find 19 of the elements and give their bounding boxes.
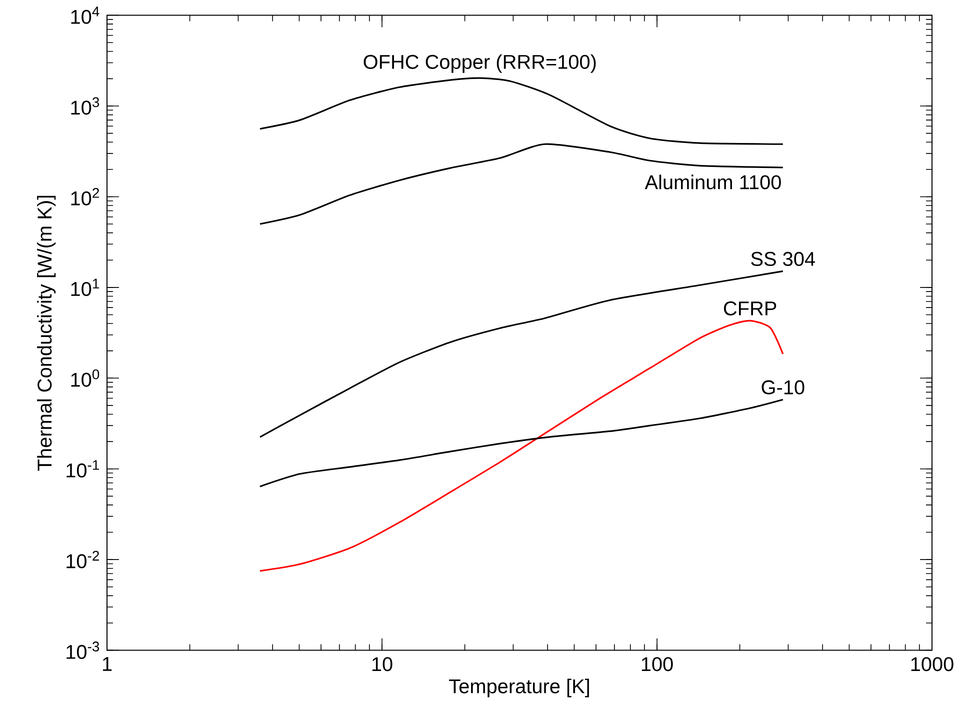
y-tick-label: 10$^{2}$ — [71, 188, 99, 206]
x-axis-title: Temperature [K] — [449, 678, 589, 698]
x-tick-label: 100 — [642, 656, 673, 672]
y-axis-title: Thermal Conductivity [W/(m K)] — [37, 196, 56, 471]
y-tick-label: 10$^{-1}$ — [66, 460, 99, 478]
x-tick-label: 1 — [102, 656, 112, 671]
x-tick-label: 10 — [372, 656, 392, 672]
series-label: CFRP — [724, 301, 776, 316]
y-tick-label: 10$^{-3}$ — [66, 641, 100, 659]
y-tick-label: 10$^{1}$ — [71, 278, 99, 296]
series-label: G-10 — [762, 380, 804, 394]
y-tick-label: 10$^{-2}$ — [66, 550, 99, 568]
series-label: SS 304 — [751, 252, 815, 266]
series-label: OFHC Copper (RRR=100) — [364, 54, 596, 73]
y-tick-label: 10$^{4}$ — [71, 6, 100, 24]
x-tick-label: 1000 — [911, 656, 954, 672]
series-label: Aluminum 1100 — [644, 174, 781, 190]
y-tick-label: 10$^{3}$ — [71, 97, 100, 115]
y-tick-label: 10$^{0}$ — [71, 369, 100, 387]
